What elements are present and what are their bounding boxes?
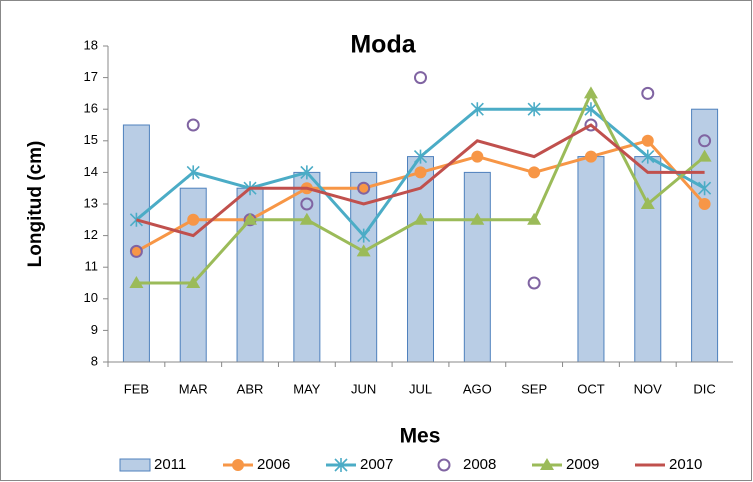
legend-label: 2007 (360, 456, 393, 473)
point (527, 102, 541, 117)
point (413, 212, 428, 225)
x-tick-label: DIC (693, 381, 715, 396)
legend-marker (334, 458, 348, 472)
legend-swatch (119, 458, 151, 472)
y-tick-label: 13 (84, 195, 98, 210)
point (356, 244, 371, 257)
point (584, 150, 597, 163)
x-tick-label: NOV (634, 381, 663, 396)
bar (463, 171, 491, 363)
y-axis-label: Longitud (cm) (25, 141, 46, 268)
legend-label: 2011 (154, 456, 186, 473)
point (641, 134, 654, 147)
y-tick-label: 15 (84, 132, 98, 147)
point (187, 213, 200, 226)
chart-title: Moda (350, 31, 416, 59)
x-tick-label: OCT (577, 381, 605, 396)
point (130, 245, 143, 258)
point (129, 276, 144, 288)
point (528, 166, 541, 179)
legend-label: 2008 (463, 456, 496, 473)
point (186, 118, 200, 132)
legend-label: 2010 (669, 456, 702, 473)
point (129, 244, 143, 258)
x-tick-label: JUN (351, 381, 376, 396)
legend-marker (437, 458, 451, 472)
point (641, 86, 655, 100)
legend-label: 2006 (257, 456, 290, 473)
x-tick-label: MAR (179, 381, 208, 396)
y-tick-label: 11 (85, 259, 99, 274)
point (300, 197, 314, 211)
x-tick-label: AGO (463, 381, 492, 396)
x-axis-label: Mes (400, 425, 441, 448)
point (414, 166, 427, 179)
point (243, 212, 258, 225)
point (299, 212, 314, 225)
x-tick-label: FEB (124, 381, 149, 396)
point (471, 150, 484, 163)
x-tick-label: MAY (293, 381, 321, 396)
point (527, 212, 542, 225)
point (470, 102, 484, 117)
point (584, 118, 598, 132)
bar (577, 156, 605, 363)
legend-marker (232, 459, 244, 471)
point (186, 165, 200, 180)
point (641, 149, 655, 164)
y-tick-label: 18 (84, 37, 98, 52)
y-tick-label: 10 (84, 290, 98, 305)
bar (634, 156, 662, 363)
point (697, 149, 712, 162)
point (640, 197, 655, 209)
legend-marker (540, 458, 554, 470)
point (698, 181, 712, 196)
legend-label: 2009 (566, 456, 599, 473)
point (414, 71, 427, 85)
point (186, 276, 201, 288)
y-tick-label: 17 (84, 69, 98, 84)
x-tick-label: SEP (521, 381, 547, 396)
y-tick-label: 16 (84, 101, 98, 116)
point (698, 198, 711, 210)
line (136, 123, 705, 238)
point (413, 149, 428, 164)
point (698, 134, 712, 148)
point (300, 165, 314, 180)
bar (122, 124, 150, 363)
y-tick-label: 8 (91, 353, 98, 368)
point (527, 276, 541, 290)
bar (293, 171, 321, 363)
point (357, 228, 371, 243)
y-tick-label: 9 (91, 322, 98, 337)
point (357, 182, 370, 195)
x-tick-label: ABR (237, 381, 264, 396)
point (357, 181, 371, 195)
y-tick-label: 14 (84, 164, 98, 179)
point (470, 212, 485, 225)
x-tick-label: JUL (409, 381, 432, 396)
y-tick-label: 12 (84, 227, 98, 242)
point (583, 86, 598, 99)
point (129, 212, 143, 227)
